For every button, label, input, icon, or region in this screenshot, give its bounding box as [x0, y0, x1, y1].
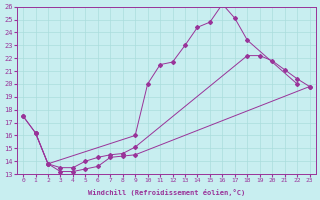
- X-axis label: Windchill (Refroidissement éolien,°C): Windchill (Refroidissement éolien,°C): [88, 189, 245, 196]
